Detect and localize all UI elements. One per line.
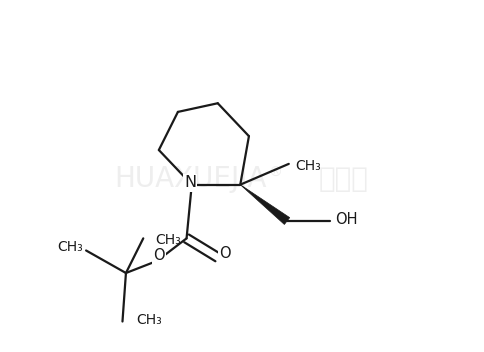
Polygon shape: [240, 185, 290, 225]
Text: 化学加: 化学加: [318, 165, 368, 194]
Text: HUAXUEJIA: HUAXUEJIA: [114, 165, 266, 194]
Text: CH₃: CH₃: [155, 233, 181, 247]
Text: OH: OH: [335, 213, 358, 227]
Text: CH₃: CH₃: [57, 240, 83, 254]
Text: N: N: [184, 175, 196, 190]
Text: O: O: [153, 248, 165, 263]
Text: ®: ®: [268, 165, 282, 180]
Text: CH₃: CH₃: [136, 313, 162, 327]
Text: CH₃: CH₃: [296, 159, 321, 172]
Text: O: O: [219, 246, 230, 262]
